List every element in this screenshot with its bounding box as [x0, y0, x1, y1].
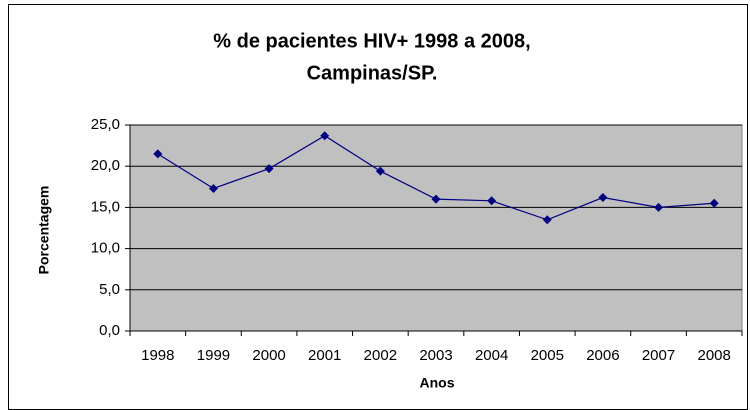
- y-tick-label: 25,0: [91, 116, 120, 133]
- data-marker: [320, 131, 330, 141]
- x-tick-label: 2002: [364, 347, 397, 364]
- x-tick-label: 1999: [197, 347, 230, 364]
- x-tick-label: 2004: [475, 347, 508, 364]
- data-marker: [153, 149, 163, 159]
- y-tick-label: 0,0: [99, 322, 120, 339]
- y-tick-label: 20,0: [91, 157, 120, 174]
- x-axis-title: Anos: [420, 375, 455, 391]
- chart-subtitle: Campinas/SP.: [307, 62, 438, 84]
- y-tick-label: 10,0: [91, 240, 120, 257]
- data-marker: [264, 164, 274, 174]
- chart-title: % de pacientes HIV+ 1998 a 2008,: [213, 30, 530, 52]
- x-tick-label: 2003: [419, 347, 452, 364]
- data-marker: [375, 166, 385, 176]
- data-marker: [542, 215, 552, 225]
- x-tick-label: 2006: [586, 347, 619, 364]
- x-tick-label: 2000: [252, 347, 285, 364]
- data-marker: [487, 196, 497, 206]
- x-tick-label: 2007: [642, 347, 675, 364]
- plot-area: [129, 124, 743, 332]
- x-tick-label: 2005: [531, 347, 564, 364]
- data-marker: [598, 193, 608, 203]
- y-axis-title: Porcentagem: [36, 186, 52, 275]
- data-marker: [431, 194, 441, 204]
- x-tick-label: 1998: [141, 347, 174, 364]
- data-marker: [709, 198, 719, 208]
- y-tick-label: 5,0: [99, 281, 120, 298]
- y-tick-label: 15,0: [91, 198, 120, 215]
- data-marker: [208, 183, 218, 193]
- x-tick-label: 2001: [308, 347, 341, 364]
- data-marker: [654, 202, 664, 212]
- x-tick-label: 2008: [697, 347, 730, 364]
